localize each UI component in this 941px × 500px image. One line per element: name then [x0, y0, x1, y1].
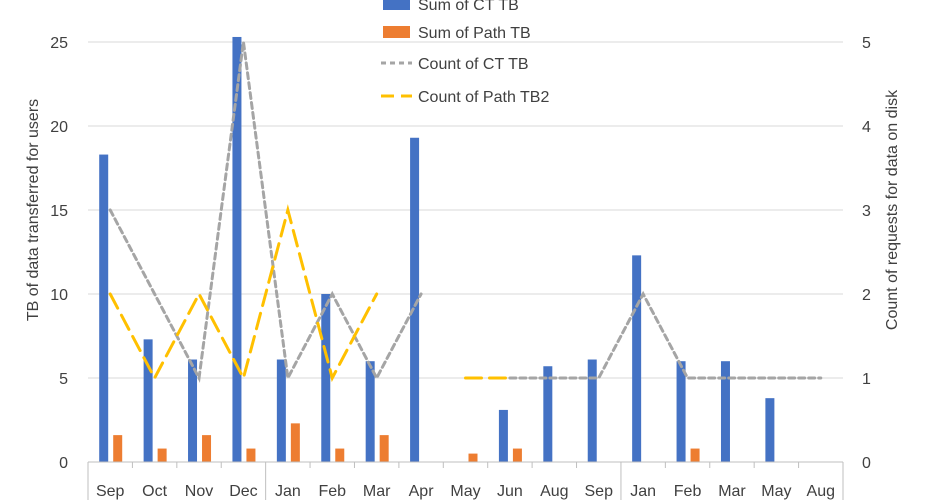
bar-ct [632, 255, 642, 462]
bar-ct [365, 361, 375, 462]
legend-swatch [383, 26, 410, 38]
x-tick-label: Feb [318, 483, 346, 500]
y2-tick-label: 3 [862, 203, 871, 220]
y2-tick-label: 0 [862, 455, 871, 472]
x-tick-label: Jan [630, 483, 656, 500]
y2-tick-label: 5 [862, 35, 871, 52]
bar-ct [498, 409, 508, 462]
x-tick-label: Jan [275, 483, 301, 500]
bar-ct [587, 359, 597, 462]
x-tick-label: Sep [96, 483, 125, 500]
y2-tick-label: 2 [862, 287, 871, 304]
bar-ct [276, 359, 286, 462]
bar-path [246, 448, 256, 462]
y2-axis-title: Count of requests for data on disk [884, 89, 901, 330]
y2-tick-label: 4 [862, 119, 871, 136]
legend-label: Count of CT TB [418, 56, 529, 73]
bar-ct [99, 154, 109, 462]
y-axis-title: TB of data transferred for users [25, 99, 42, 321]
x-tick-label: Apr [409, 483, 435, 500]
y-tick-label: 5 [59, 371, 68, 388]
bar-path [290, 423, 300, 462]
y-tick-label: 0 [59, 455, 68, 472]
bar-ct [232, 36, 242, 463]
x-tick-label: Mar [363, 483, 391, 500]
x-tick-label: Sep [585, 483, 614, 500]
bar-path [202, 435, 212, 462]
bar-ct [765, 398, 775, 462]
bars [99, 36, 775, 463]
bar-path [113, 435, 123, 462]
line-count-ct [108, 41, 423, 383]
bar-path [379, 435, 389, 462]
bar-ct [321, 294, 331, 462]
lines [108, 41, 823, 383]
legend-label: Sum of CT TB [418, 0, 519, 14]
y2-tick-label: 1 [862, 371, 871, 388]
gridlines [88, 41, 843, 379]
legend-label: Sum of Path TB [418, 25, 531, 42]
legend-swatch [383, 0, 410, 10]
bar-path [690, 448, 700, 462]
x-tick-label: May [761, 483, 791, 500]
bar-ct [676, 361, 686, 462]
bar-ct [188, 359, 198, 462]
y-tick-label: 20 [50, 119, 68, 136]
bar-ct [720, 361, 730, 462]
x-tick-label: Dec [229, 483, 257, 500]
axes: 0 5 10 15 20 25 0 1 2 3 4 5 Sep Oct Nov Dec Jan Feb Mar Apr… [50, 35, 871, 500]
bar-path [335, 448, 345, 462]
x-tick-label: Oct [142, 483, 167, 500]
x-tick-label: Nov [185, 483, 213, 500]
bar-path [512, 448, 522, 462]
x-tick-label: May [450, 483, 480, 500]
x-tick-label: Aug [540, 483, 568, 500]
bar-ct [543, 366, 553, 462]
x-tick-label: Aug [807, 483, 835, 500]
x-tick-label: Mar [718, 483, 746, 500]
x-tick-label: Feb [674, 483, 702, 500]
y-tick-label: 25 [50, 35, 68, 52]
bar-path [468, 453, 478, 462]
bar-path [157, 448, 167, 462]
y-tick-label: 10 [50, 287, 68, 304]
x-tick-label: Jun [497, 483, 523, 500]
y-tick-label: 15 [50, 203, 68, 220]
bar-ct [143, 339, 153, 462]
legend-label: Count of Path TB2 [418, 89, 549, 106]
line-count-path [108, 204, 379, 383]
legend: Sum of CT TB Sum of Path TB Count of CT TB… [381, 0, 549, 106]
bar-ct [410, 137, 420, 462]
line-count-ct [508, 290, 823, 380]
